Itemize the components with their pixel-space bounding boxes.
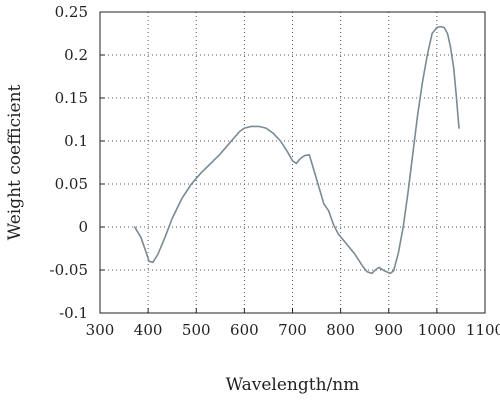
x-tick-label: 800 [326, 321, 355, 339]
y-tick-label: -0.05 [50, 261, 88, 279]
x-tick-label: 500 [182, 321, 211, 339]
ticks [99, 11, 486, 314]
x-tick-label: 600 [230, 321, 259, 339]
x-tick-label: 400 [134, 321, 163, 339]
y-tick-label: 0.1 [64, 132, 88, 150]
x-axis-label: Wavelength/nm [226, 375, 360, 395]
grid [100, 12, 485, 313]
y-tick-labels: -0.1 -0.05 0 0.05 0.1 0.15 0.2 0.25 [50, 3, 88, 322]
series-line [133, 25, 460, 275]
x-tick-labels: 300 400 500 600 700 800 900 1000 1100 [86, 321, 500, 339]
x-tick-label: 900 [374, 321, 403, 339]
y-tick-label: 0.25 [55, 3, 88, 21]
y-tick-label: 0 [78, 218, 88, 236]
y-tick-label: 0.2 [64, 46, 88, 64]
x-tick-label: 1100 [466, 321, 500, 339]
x-tick-label: 300 [86, 321, 115, 339]
y-axis-label: Weight coefficient [5, 84, 25, 240]
x-tick-label: 700 [278, 321, 307, 339]
x-tick-label: 1000 [418, 321, 456, 339]
y-tick-label: 0.15 [55, 89, 88, 107]
y-tick-label: -0.1 [59, 304, 88, 322]
y-tick-label: 0.05 [55, 175, 88, 193]
